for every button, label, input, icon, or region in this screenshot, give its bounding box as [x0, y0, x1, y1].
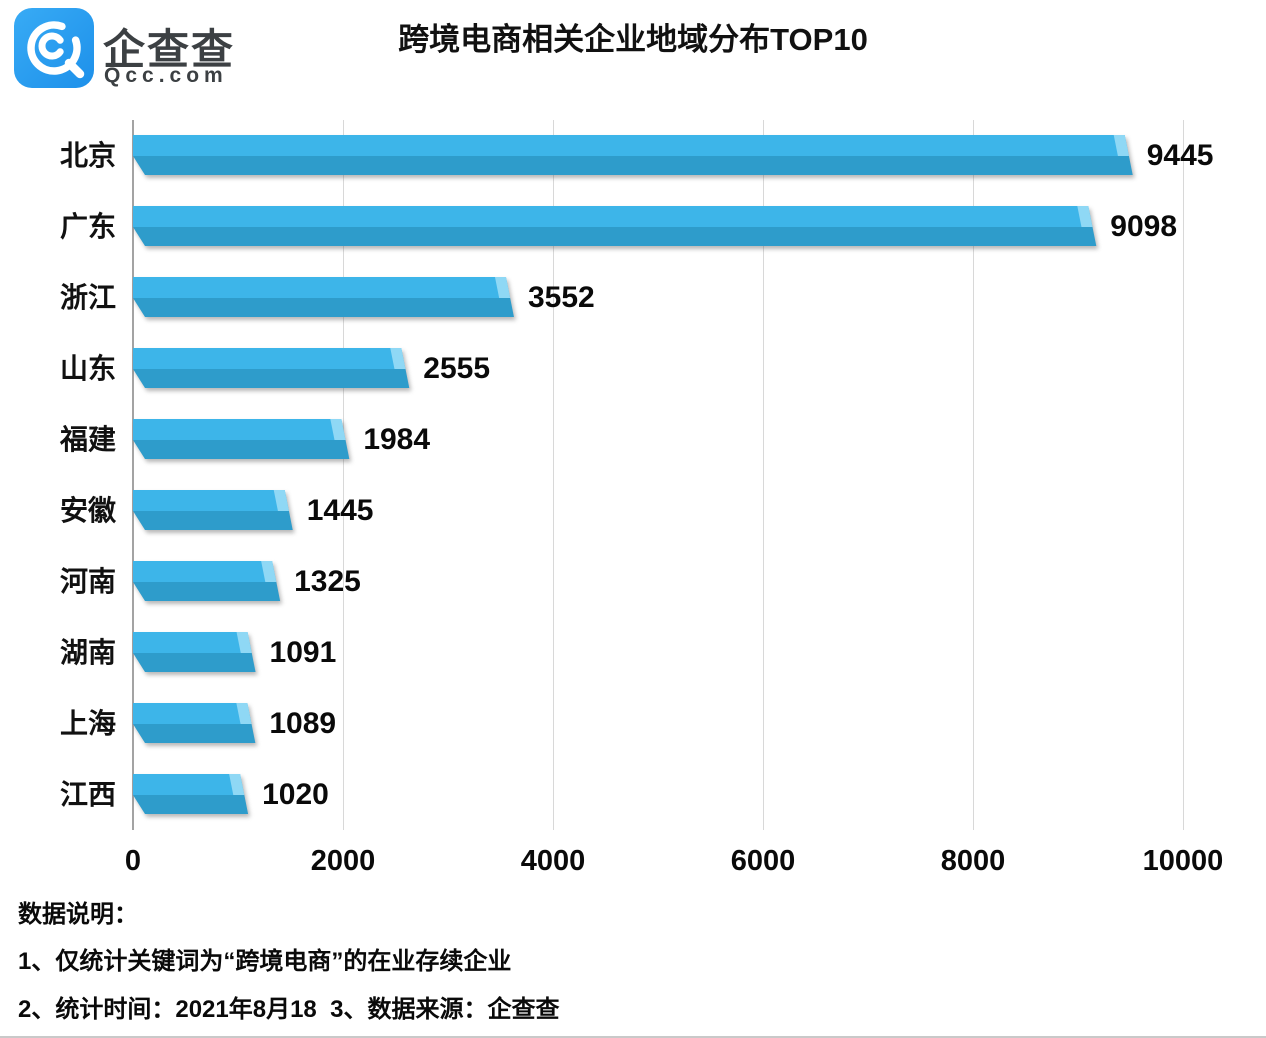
y-axis-line [132, 120, 134, 830]
value-label: 1325 [294, 565, 361, 598]
bar-row: 湖南 1091 [60, 617, 1183, 688]
footnote-heading: 数据说明： [18, 901, 138, 928]
bar-广东 [133, 206, 1097, 246]
bar-top-face [133, 490, 289, 511]
bar-end-bevel [390, 348, 406, 369]
bar-top-face [133, 419, 346, 440]
bar-chart-plot-area: 北京 9445 广东 9098 浙江 3552 山东 2555 福建 1984 安徽 1445 河南 13… [60, 120, 1213, 830]
bar-row: 上海 1089 [60, 688, 1183, 759]
category-label: 北京 [59, 140, 116, 171]
bar-end-bevel [273, 490, 289, 511]
bar-end-bevel [1077, 206, 1093, 227]
bar-top-face [133, 774, 245, 795]
value-label: 9098 [1110, 210, 1178, 243]
bar-end-bevel [236, 632, 252, 653]
bar-end-bevel [330, 419, 346, 440]
value-label: 1089 [269, 707, 337, 740]
bar-front-face [133, 724, 256, 743]
category-label: 安徽 [59, 495, 116, 526]
x-axis-tick-label: 10000 [1142, 845, 1224, 877]
bar-row: 广东 9098 [60, 191, 1183, 262]
bar-end-bevel [236, 703, 252, 724]
qcc-logo-icon [14, 8, 94, 88]
category-label: 江西 [59, 779, 116, 810]
bar-top-face [133, 206, 1093, 227]
vertical-gridline [763, 120, 764, 830]
bar-top-face [133, 135, 1129, 156]
vertical-gridline [553, 120, 554, 830]
x-axis-tick-label: 8000 [940, 845, 1006, 877]
bar-row: 河南 1325 [60, 546, 1183, 617]
footnote-line-1: 1、仅统计关键词为“跨境电商”的在业存续企业 [18, 948, 512, 975]
bar-front-face [133, 440, 350, 459]
bar-front-face [133, 795, 249, 814]
bar-front-face [133, 369, 410, 388]
bar-front-face [133, 156, 1133, 175]
value-label: 1984 [363, 423, 431, 456]
value-label: 3552 [527, 281, 595, 314]
bar-row: 江西 1020 [60, 759, 1183, 830]
bar-北京 [133, 135, 1133, 175]
value-label: 1445 [306, 494, 374, 527]
bar-front-face [133, 298, 514, 317]
bar-row: 浙江 3552 [60, 262, 1183, 333]
category-label: 浙江 [59, 282, 116, 313]
value-label: 1020 [262, 778, 329, 811]
value-label: 1091 [269, 636, 337, 669]
bar-top-face [133, 561, 277, 582]
bar-front-face [133, 511, 293, 530]
bar-河南 [133, 561, 281, 601]
category-label: 上海 [59, 708, 116, 739]
category-label: 广东 [59, 211, 116, 242]
bar-front-face [133, 582, 281, 601]
bar-end-bevel [494, 277, 511, 298]
logo-brand-text: 企查查 [103, 26, 236, 73]
bar-row: 安徽 1445 [60, 475, 1183, 546]
bar-top-face [133, 348, 406, 369]
bar-end-bevel [229, 774, 245, 795]
category-label: 河南 [59, 566, 116, 597]
x-axis: 0 2000 4000 6000 8000 10000 [125, 840, 1223, 882]
bar-山东 [133, 348, 410, 388]
bar-浙江 [133, 277, 514, 317]
vertical-gridline [343, 120, 344, 830]
bar-top-face [133, 703, 252, 724]
vertical-gridline [973, 120, 974, 830]
category-label: 福建 [59, 424, 116, 455]
vertical-gridline [1183, 120, 1184, 830]
x-axis-tick-label: 2000 [310, 845, 376, 877]
bar-湖南 [133, 632, 256, 672]
bar-row: 山东 2555 [60, 333, 1183, 404]
value-label: 9445 [1146, 139, 1214, 172]
x-axis-tick-label: 6000 [730, 845, 796, 877]
bar-top-face [133, 277, 511, 298]
bar-福建 [133, 419, 350, 459]
bar-安徽 [133, 490, 293, 530]
chart-title: 跨境电商相关企业地域分布TOP10 [398, 22, 868, 57]
bar-end-bevel [1113, 135, 1129, 156]
bar-front-face [133, 227, 1097, 246]
bar-江西 [133, 774, 249, 814]
bar-上海 [133, 703, 256, 743]
value-label: 2555 [423, 352, 491, 385]
bar-row: 北京 9445 [60, 120, 1213, 191]
x-axis-tick-label: 0 [124, 845, 142, 877]
footnote-line-2: 2、统计时间：2021年8月18 3、数据来源：企查查 [18, 996, 560, 1023]
bar-top-face [133, 632, 252, 653]
logo-domain-text: Qcc.com [104, 64, 228, 87]
bar-end-bevel [261, 561, 277, 582]
category-label: 山东 [59, 353, 116, 384]
bar-front-face [133, 653, 256, 672]
bar-row: 福建 1984 [60, 404, 1183, 475]
x-axis-tick-label: 4000 [520, 845, 586, 877]
category-label: 湖南 [59, 637, 116, 668]
